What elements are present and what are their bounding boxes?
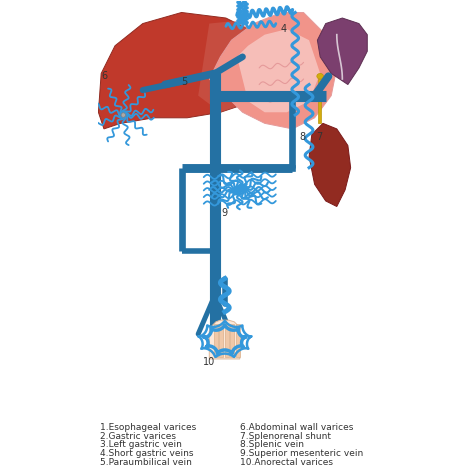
Text: 10.Anorectal varices: 10.Anorectal varices <box>240 458 333 467</box>
Text: 5: 5 <box>181 77 187 87</box>
Text: 8: 8 <box>300 132 305 142</box>
Text: 3.Left gastric vein: 3.Left gastric vein <box>100 440 182 449</box>
Bar <box>236 324 240 357</box>
Ellipse shape <box>317 73 323 79</box>
Text: 9: 9 <box>222 208 228 218</box>
Polygon shape <box>210 12 337 129</box>
Bar <box>214 324 218 357</box>
Text: 10: 10 <box>203 357 215 367</box>
Text: 2.Gastric varices: 2.Gastric varices <box>100 432 175 441</box>
Text: 4: 4 <box>281 24 287 34</box>
Text: 1.Esophageal varices: 1.Esophageal varices <box>100 423 196 432</box>
Polygon shape <box>237 29 320 112</box>
Polygon shape <box>318 18 367 84</box>
Text: 9.Superior mesenteric vein: 9.Superior mesenteric vein <box>240 449 363 458</box>
Text: 6.Abdominal wall varices: 6.Abdominal wall varices <box>240 423 353 432</box>
Polygon shape <box>210 320 240 359</box>
Polygon shape <box>99 12 276 129</box>
Text: 6: 6 <box>101 71 107 81</box>
Text: 8.Splenic vein: 8.Splenic vein <box>240 440 304 449</box>
Bar <box>230 324 234 357</box>
Polygon shape <box>198 21 276 112</box>
Text: 5.Paraumbilical vein: 5.Paraumbilical vein <box>100 458 191 467</box>
Text: 7: 7 <box>316 132 322 142</box>
Polygon shape <box>309 123 351 207</box>
Text: 4.Short gastric veins: 4.Short gastric veins <box>100 449 193 458</box>
Text: 7.Splenorenal shunt: 7.Splenorenal shunt <box>240 432 331 441</box>
Polygon shape <box>319 79 321 123</box>
Bar <box>219 324 223 357</box>
Bar <box>225 324 228 357</box>
Ellipse shape <box>121 113 126 117</box>
